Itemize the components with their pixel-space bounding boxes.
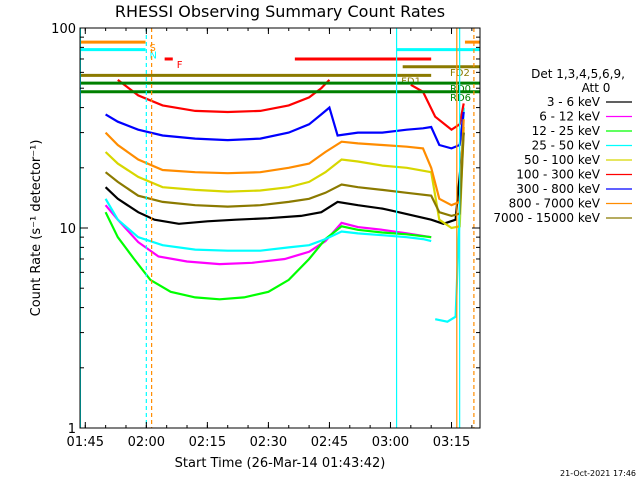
y-tick-label: 1 <box>68 422 76 437</box>
series-3-6-kevkeV <box>104 132 465 225</box>
legend-label: 12 - 25 keV <box>532 124 601 138</box>
legend-header-line-2: Att 0 <box>582 81 611 95</box>
x-tick-label: 03:15 <box>433 435 470 450</box>
series-line <box>104 132 465 225</box>
series-line <box>104 126 465 230</box>
series-7000-15000-kevkeV <box>104 132 465 218</box>
x-tick-label: 02:30 <box>250 435 287 450</box>
legend-label: 300 - 800 keV <box>516 182 600 196</box>
series-800-7000-kevkeV <box>104 119 465 207</box>
flag-label-s: S <box>150 43 156 54</box>
legend-label: 7000 - 15000 keV <box>493 211 600 225</box>
series-300-800-kevkeV <box>105 105 465 150</box>
x-axis-label: Start Time (26-Mar-14 01:43:42) <box>175 456 386 471</box>
series-12-25-kevkeV <box>104 211 432 301</box>
flag-label-f: F <box>177 60 183 71</box>
x-tick-label: 02:15 <box>189 435 226 450</box>
plot-frame <box>79 27 481 429</box>
x-tick-label: 02:45 <box>311 435 348 450</box>
legend-label: 25 - 50 keV <box>532 139 601 153</box>
series-line <box>117 79 331 114</box>
series-line <box>104 198 432 252</box>
series-layer <box>104 79 465 323</box>
x-tick-label: 02:00 <box>128 435 165 450</box>
series-line <box>105 105 465 150</box>
flag-label-n: N <box>150 51 157 62</box>
legend-label: 50 - 100 keV <box>524 153 601 167</box>
y-axis-label: Count Rate (s⁻¹ detector⁻¹) <box>29 140 44 317</box>
legend-label: 800 - 7000 keV <box>509 197 601 211</box>
flags-layer: SNFFD1FD2RD0RD6 <box>80 40 480 104</box>
y-tick-label: 10 <box>59 222 76 237</box>
series-line <box>104 211 432 301</box>
x-tick-label: 01:45 <box>67 435 104 450</box>
series-line <box>104 204 432 266</box>
series-line <box>104 119 465 207</box>
legend-label: 3 - 6 keV <box>547 95 601 109</box>
legend-label: 100 - 300 keV <box>516 168 600 182</box>
flag-label-rd6: RD6 <box>450 93 471 104</box>
y-axis: 1 10 100 <box>51 22 480 437</box>
x-axis: 01:45 02:00 02:15 02:30 02:45 03:00 03:15 <box>67 28 473 450</box>
series-line <box>104 132 465 218</box>
legend-label: 6 - 12 keV <box>539 110 601 124</box>
series-100-300-kevkeV <box>117 79 465 132</box>
series-50-100-kevkeV <box>104 126 465 230</box>
chart-title: RHESSI Observing Summary Count Rates <box>115 2 445 21</box>
series-6-12-kevkeV <box>104 204 432 266</box>
x-tick-label: 03:00 <box>372 435 409 450</box>
y-tick-label: 100 <box>51 22 76 37</box>
generation-timestamp: 21-Oct-2021 17:46 <box>560 469 636 478</box>
legend-header-line-1: Det 1,3,4,5,6,9, <box>531 67 625 81</box>
flag-label-rd0: RD0 <box>450 84 471 95</box>
